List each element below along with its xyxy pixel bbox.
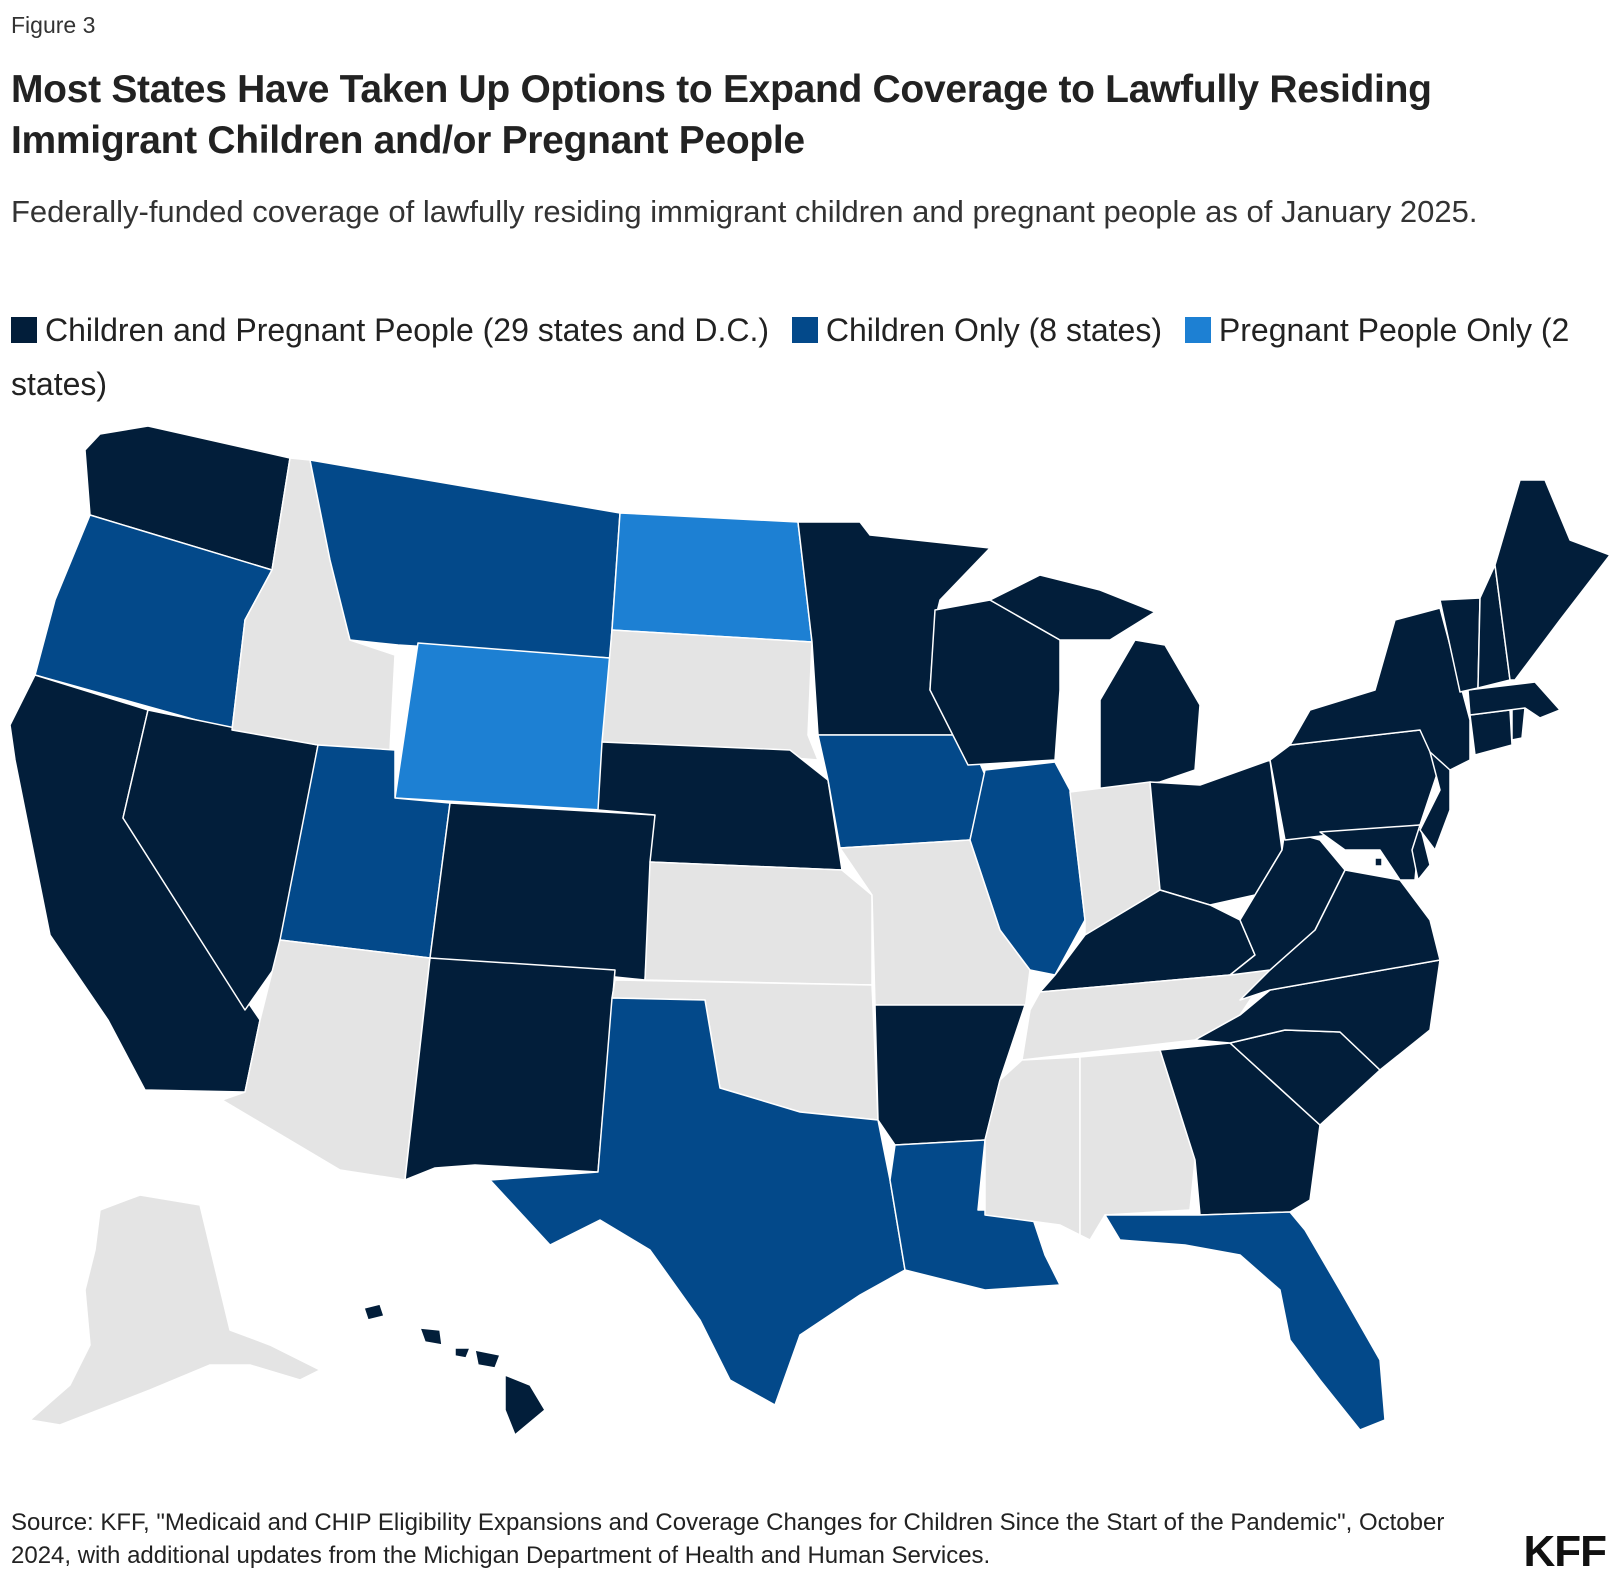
legend-item-children: Children Only (8 states): [791, 312, 1162, 348]
state-CT[interactable]: [1469, 709, 1513, 756]
chart-subtitle: Federally-funded coverage of lawfully re…: [11, 194, 1478, 229]
state-KS[interactable]: [644, 861, 873, 986]
state-MA[interactable]: [1467, 681, 1561, 719]
state-MI[interactable]: [1099, 639, 1201, 791]
us-states-map: [9, 425, 1611, 1436]
kff-logo: KFF: [1523, 1527, 1607, 1576]
state-NY[interactable]: [1289, 607, 1501, 771]
state-ME[interactable]: [1494, 479, 1611, 681]
state-PA[interactable]: [1269, 729, 1441, 841]
legend-label-both: Children and Pregnant People (29 states …: [45, 312, 769, 348]
state-CO[interactable]: [429, 802, 656, 981]
state-AK[interactable]: [29, 1194, 321, 1426]
state-NM[interactable]: [404, 957, 616, 1181]
state-ND[interactable]: [611, 512, 813, 643]
state-DC[interactable]: [1374, 857, 1383, 867]
legend-label-children: Children Only (8 states): [825, 312, 1162, 348]
state-MT[interactable]: [309, 459, 621, 659]
legend-swatch-both: [11, 317, 37, 343]
legend-swatch-children: [791, 317, 818, 343]
chart-title: Most States Have Taken Up Options to Exp…: [11, 68, 1432, 162]
state-HI-2[interactable]: [419, 1327, 443, 1346]
state-SD[interactable]: [601, 629, 819, 761]
state-HI-1[interactable]: [363, 1303, 385, 1321]
state-TX[interactable]: [489, 997, 906, 1406]
state-NC[interactable]: [1194, 959, 1441, 1071]
legend-label-pregnant: Pregnant People Only (2 states): [11, 312, 1570, 402]
state-IA[interactable]: [817, 734, 986, 849]
state-LA[interactable]: [889, 1139, 1061, 1291]
state-HI-3[interactable]: [454, 1347, 471, 1359]
state-RI[interactable]: [1511, 707, 1526, 741]
state-FL[interactable]: [1104, 1211, 1386, 1431]
state-MS[interactable]: [984, 1056, 1081, 1236]
legend-swatch-pregnant: [1184, 317, 1211, 343]
legend: Children and Pregnant People (29 states …: [11, 303, 1611, 411]
state-HI-5[interactable]: [504, 1374, 546, 1436]
legend-item-both: Children and Pregnant People (29 states …: [11, 312, 769, 348]
state-HI-4[interactable]: [474, 1349, 501, 1369]
state-MI-UP[interactable]: [989, 574, 1156, 641]
state-DE[interactable]: [1411, 824, 1431, 881]
source-note: Source: KFF, "Medicaid and CHIP Eligibil…: [11, 1509, 1445, 1569]
state-WY[interactable]: [394, 642, 611, 811]
legend-item-pregnant: Pregnant People Only (2 states): [11, 312, 1569, 402]
figure-label: Figure 3: [11, 12, 96, 38]
